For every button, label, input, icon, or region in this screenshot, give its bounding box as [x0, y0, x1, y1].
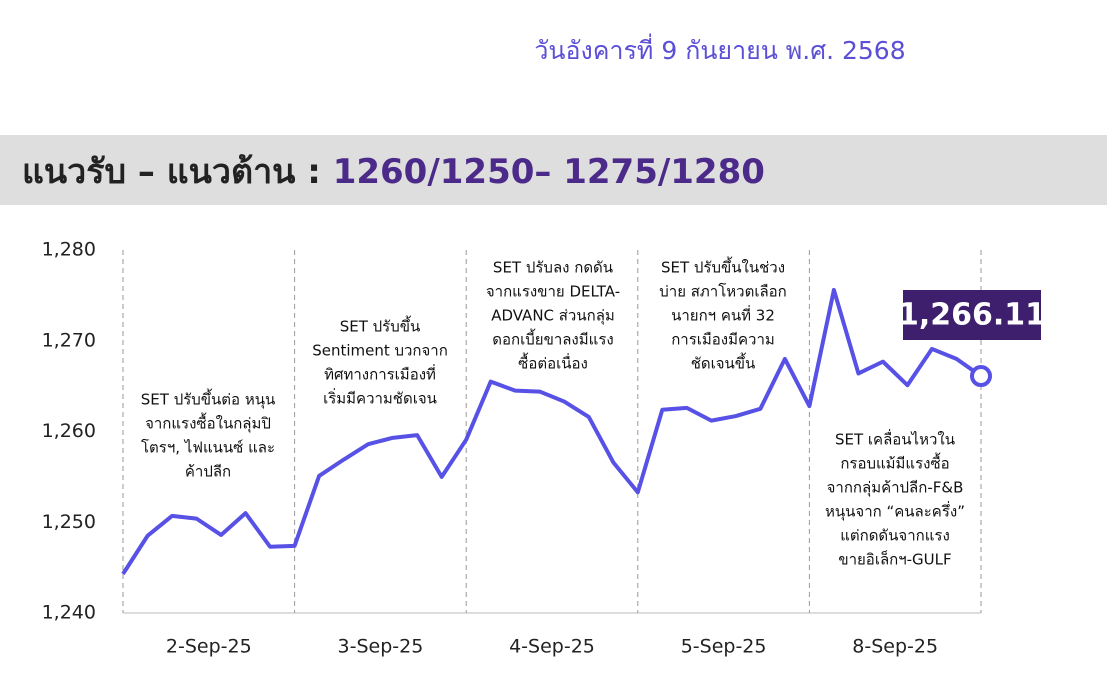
- y-tick-label: 1,280: [42, 239, 96, 261]
- annotation: SET ปรับลง กดดัน: [493, 259, 613, 277]
- last-point: [970, 365, 992, 388]
- annotation: ดอกเบี้ยขาลงมีแรง: [492, 329, 613, 349]
- date-text: วันอังคารที่ 9 กันยายน พ.ศ. 2568: [534, 33, 905, 65]
- y-tick-label: 1,260: [42, 420, 96, 442]
- annotation: SET ปรับขึ้นในช่วง: [661, 257, 785, 277]
- annotation: ขายอิเล็กฯ-GULF: [838, 550, 951, 569]
- annotation: นายกฯ คนที่ 32: [671, 305, 775, 325]
- last-label-box: [903, 290, 1041, 340]
- y-tick-label: 1,270: [42, 329, 96, 351]
- annotation: บ่าย สภาโหวตเลือก: [659, 283, 787, 301]
- annotation: SET ปรับขึ้นต่อ หนุน: [141, 389, 275, 410]
- annotation: SET เคลื่อนไหวใน: [835, 429, 955, 449]
- annotation: การเมืองมีความ: [671, 331, 775, 349]
- annotation: ชัดเจนขึ้น: [691, 353, 756, 373]
- headline-levels: 1260/1250– 1275/1280: [333, 152, 765, 192]
- annotation: จากกลุ่มค้าปลีก-F&B: [827, 479, 964, 498]
- x-tick-label: 2-Sep-25: [166, 636, 252, 658]
- annotation: เริ่มมีความชัดเจน: [323, 388, 437, 408]
- last-label: 1,266.11: [898, 298, 1046, 333]
- annotation: ADVANC ส่วนกลุ่ม: [491, 307, 615, 326]
- annotation: หนุนจาก “คนละครึ่ง”: [825, 501, 965, 522]
- x-tick-label: 8-Sep-25: [852, 636, 938, 658]
- annotation: จากแรงขาย DELTA-: [486, 283, 620, 301]
- annotation: ค้าปลีก: [185, 463, 231, 481]
- headline: แนวรับ – แนวต้าน : 1260/1250– 1275/1280: [22, 152, 765, 192]
- y-tick-label: 1,250: [42, 511, 96, 533]
- annotation: Sentiment บวกจาก: [312, 342, 448, 360]
- headline-label: แนวรับ – แนวต้าน :: [22, 152, 333, 192]
- annotation: SET ปรับขึ้น: [340, 316, 421, 336]
- annotation: โตรฯ, ไฟแนนซ์ และ: [141, 439, 275, 457]
- price-line: [121, 287, 983, 576]
- annotation: แต่กดดันจากแรง: [840, 527, 950, 545]
- x-tick-label: 5-Sep-25: [681, 636, 767, 658]
- y-tick-label: 1,240: [42, 602, 96, 624]
- annotation: ซื้อต่อเนื่อง: [518, 353, 588, 373]
- annotation: กรอบแม้มีแรงซื้อ: [840, 453, 949, 473]
- x-tick-label: 4-Sep-25: [509, 636, 595, 658]
- headline-band: [0, 135, 1107, 205]
- annotation: ทิศทางการเมืองที่: [324, 364, 436, 384]
- x-tick-label: 3-Sep-25: [338, 636, 424, 658]
- annotation: จากแรงซื้อในกลุ่มปิ: [145, 413, 271, 434]
